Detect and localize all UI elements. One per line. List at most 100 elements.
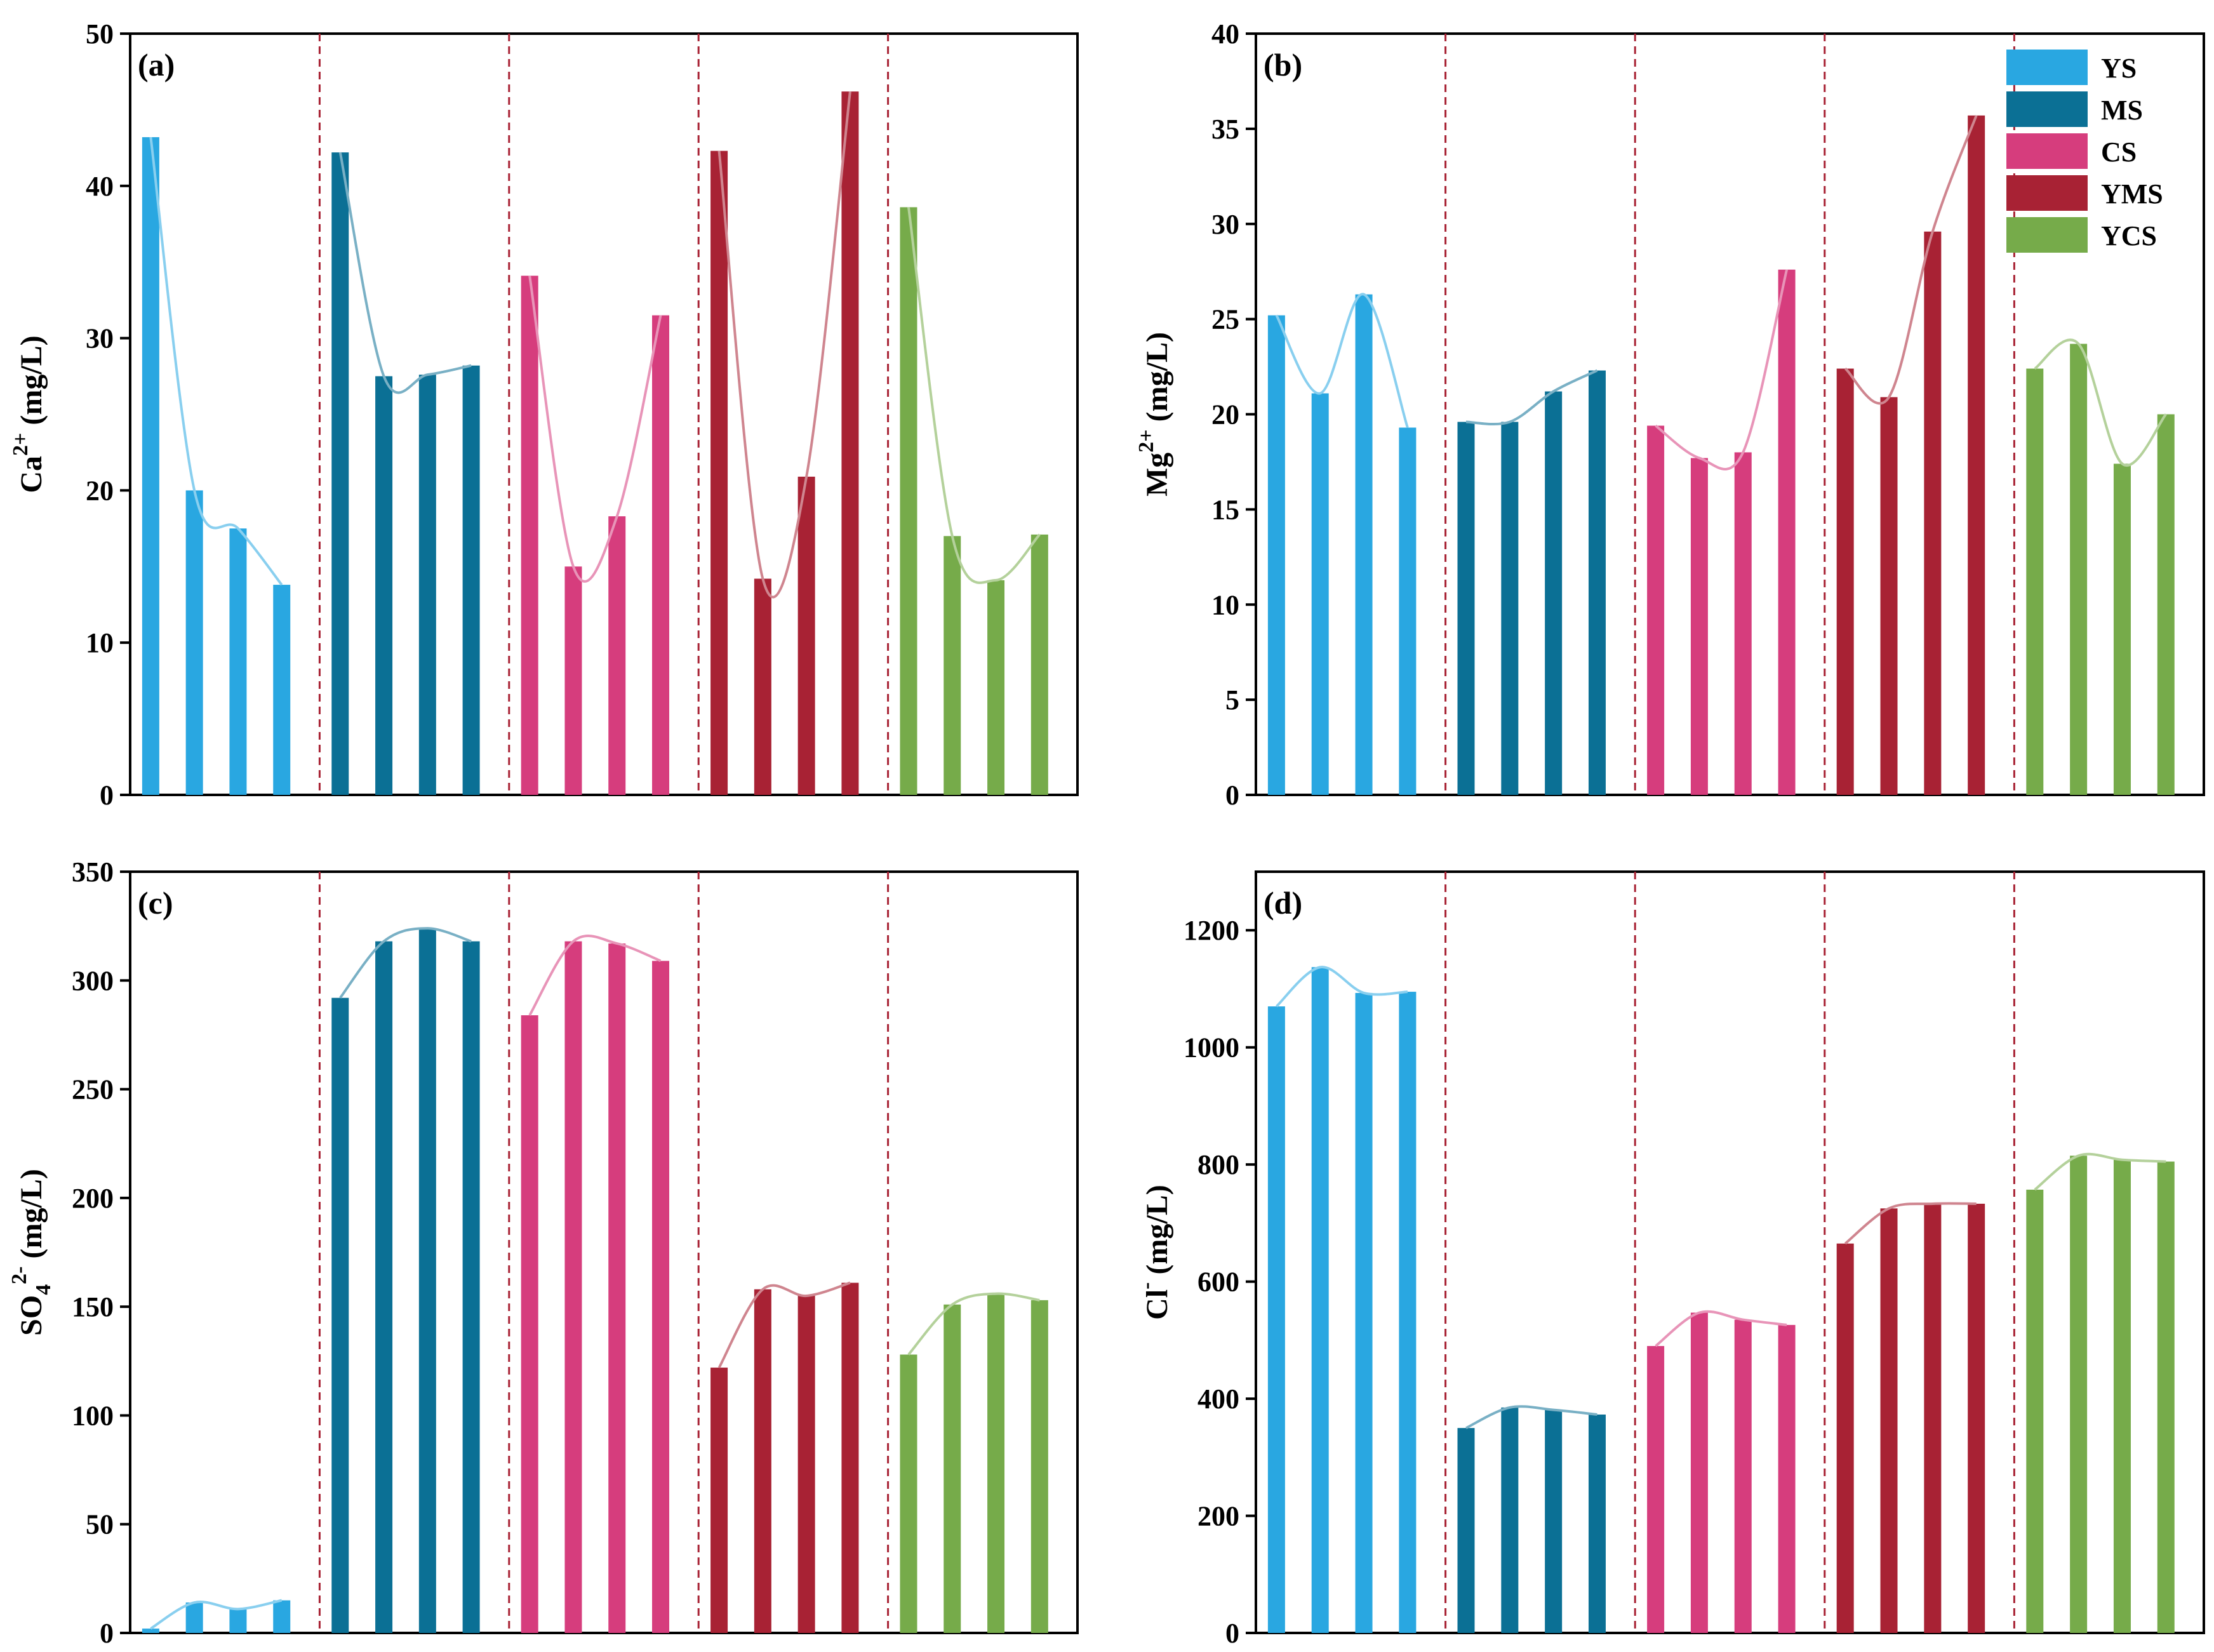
bar-YCS-2 xyxy=(944,536,961,795)
trend-line-CS xyxy=(528,275,662,583)
y-tick-label: 50 xyxy=(86,1509,114,1540)
bar-CS-1 xyxy=(521,276,538,796)
bar-CS-2 xyxy=(564,941,582,1633)
bar-CS-4 xyxy=(1778,269,1796,795)
trend-line-YS xyxy=(1276,966,1408,1008)
bar-CS-1 xyxy=(521,1015,538,1633)
legend-label-YS: YS xyxy=(2101,53,2137,84)
trend-line-YCS xyxy=(2034,1152,2166,1191)
legend-label-YMS: YMS xyxy=(2101,178,2163,210)
bar-YCS-2 xyxy=(944,1304,961,1633)
trend-line-YCS xyxy=(2034,338,2167,467)
bar-YMS-2 xyxy=(1880,397,1898,795)
y-tick-label: 5 xyxy=(1225,684,1239,716)
bar-YCS-4 xyxy=(2157,1161,2175,1633)
axes-frame xyxy=(129,870,1079,1634)
bar-YCS-3 xyxy=(987,1293,1005,1633)
legend-swatch-CS xyxy=(2006,133,2088,169)
trend-line-YMS xyxy=(717,91,851,599)
bar-YS-3 xyxy=(1355,294,1373,796)
y-tick-label: 1200 xyxy=(1184,915,1239,946)
legend-label-MS: MS xyxy=(2101,95,2143,126)
bar-YS-2 xyxy=(1311,967,1329,1633)
bar-YS-1 xyxy=(1267,315,1285,795)
y-axis-title: Mg2+ (mg/L) xyxy=(1135,332,1174,496)
bar-YCS-4 xyxy=(1030,534,1048,795)
y-axis-title: SO42- (mg/L) xyxy=(8,1169,55,1336)
bar-CS-2 xyxy=(1690,1312,1708,1633)
y-tick-label: 200 xyxy=(72,1183,114,1214)
bar-YS-4 xyxy=(273,1600,291,1633)
y-tick-label: 15 xyxy=(1211,494,1239,525)
bar-YMS-3 xyxy=(1924,231,1942,795)
bar-YS-4 xyxy=(273,585,291,795)
bar-YMS-4 xyxy=(841,1282,859,1633)
y-axis-title: Cl- (mg/L) xyxy=(1135,1185,1174,1320)
bar-MS-4 xyxy=(462,941,480,1633)
legend-swatch-MS xyxy=(2006,91,2088,127)
bar-YS-3 xyxy=(229,528,247,795)
bar-YCS-2 xyxy=(2070,343,2088,795)
bar-YMS-2 xyxy=(754,1289,771,1633)
bar-YMS-1 xyxy=(1836,1243,1854,1633)
trend-line-CS xyxy=(1655,1310,1787,1347)
bar-MS-3 xyxy=(418,375,436,795)
trend-line-YMS xyxy=(1844,115,1978,405)
chart-panel-2: 0 50 100 150 200 250 300 350 (c) SO42- (mg/L) xyxy=(8,856,1079,1649)
bar-MS-2 xyxy=(375,376,393,795)
bar-YMS-3 xyxy=(797,1296,815,1633)
bar-YCS-3 xyxy=(2113,463,2131,795)
bar-CS-1 xyxy=(1647,425,1665,795)
y-tick-label: 30 xyxy=(86,323,114,354)
bar-YCS-1 xyxy=(900,1354,917,1633)
bar-YS-4 xyxy=(1399,427,1417,795)
bar-YMS-1 xyxy=(710,1368,728,1633)
y-tick-label: 400 xyxy=(1197,1383,1239,1415)
y-tick-label: 0 xyxy=(1225,780,1239,811)
y-tick-label: 0 xyxy=(100,1618,114,1649)
trend-line-YMS xyxy=(717,1281,851,1369)
axes-frame xyxy=(129,32,1079,796)
trend-line-YS xyxy=(1275,293,1409,429)
bar-YMS-4 xyxy=(1968,115,1985,796)
legend-label-YCS: YCS xyxy=(2101,220,2157,251)
bar-CS-4 xyxy=(652,961,670,1633)
y-tick-label: 800 xyxy=(1197,1149,1239,1180)
bar-YMS-1 xyxy=(1836,368,1854,795)
bar-YS-3 xyxy=(229,1609,247,1633)
bar-MS-1 xyxy=(331,152,349,795)
bar-CS-2 xyxy=(1690,458,1708,795)
bar-YCS-3 xyxy=(987,580,1005,795)
trend-line-YCS xyxy=(907,1292,1040,1356)
y-axis-title: Ca2+ (mg/L) xyxy=(9,335,48,493)
bar-MS-3 xyxy=(1545,1409,1563,1633)
y-tick-label: 20 xyxy=(1211,399,1239,430)
bar-MS-1 xyxy=(1457,422,1475,795)
bar-MS-3 xyxy=(1545,391,1563,795)
chart-panel-0: 0 10 20 30 40 50 (a) Ca2+ (mg/L) xyxy=(9,18,1079,811)
trend-line-YS xyxy=(149,137,283,586)
legend-swatch-YCS xyxy=(2006,217,2088,253)
bar-YCS-1 xyxy=(900,207,917,795)
bar-YS-1 xyxy=(142,137,159,796)
bar-YCS-4 xyxy=(1030,1300,1048,1633)
bar-MS-4 xyxy=(1588,370,1606,795)
trend-line-CS xyxy=(528,935,662,1016)
bar-CS-3 xyxy=(608,516,626,795)
legend-label-CS: CS xyxy=(2101,137,2137,168)
y-tick-label: 10 xyxy=(1211,589,1239,620)
bar-CS-3 xyxy=(1734,1319,1752,1633)
legend: YS MS CS YMS YCS xyxy=(2006,50,2163,253)
y-tick-label: 200 xyxy=(1197,1501,1239,1532)
y-tick-label: 100 xyxy=(72,1400,114,1431)
bar-YCS-1 xyxy=(2026,368,2044,795)
bar-YMS-3 xyxy=(1924,1203,1942,1633)
legend-swatch-YS xyxy=(2006,50,2088,85)
y-tick-label: 350 xyxy=(72,856,114,888)
trend-line-MS xyxy=(339,927,472,999)
bar-MS-2 xyxy=(1501,422,1519,795)
trend-line-MS xyxy=(338,152,472,394)
trend-line-MS xyxy=(1465,1405,1597,1430)
y-tick-label: 10 xyxy=(86,627,114,658)
